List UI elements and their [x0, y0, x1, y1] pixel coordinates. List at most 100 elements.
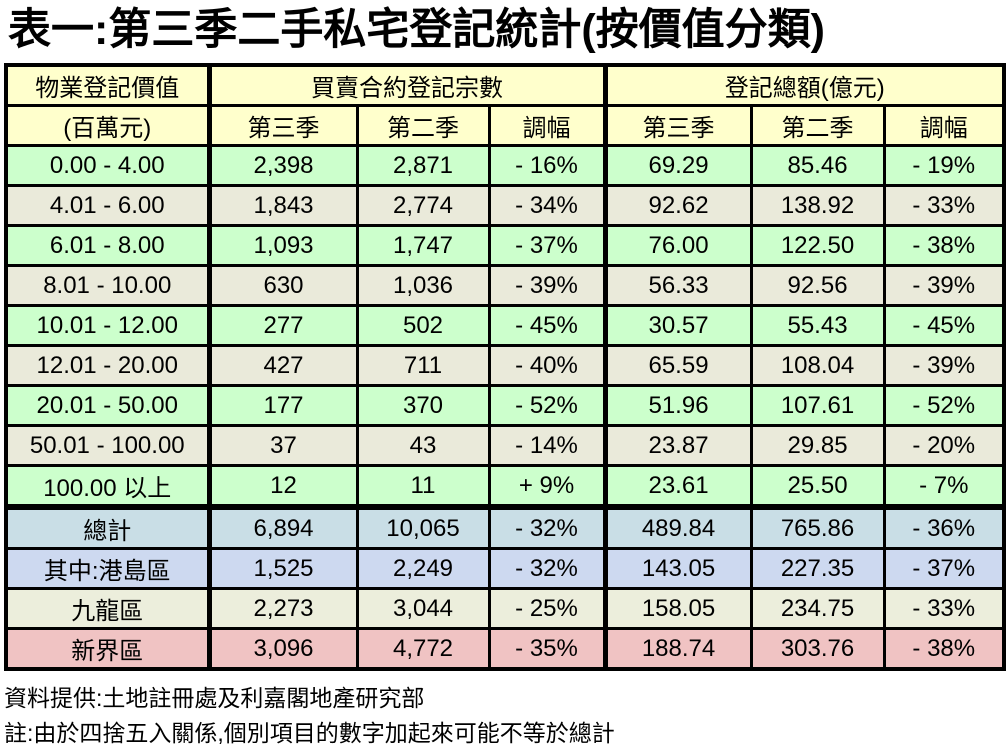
data-cell: 43 — [355, 424, 491, 468]
data-cell: 23.87 — [602, 424, 753, 468]
data-cell: 11 — [355, 464, 491, 509]
data-cell: - 40% — [487, 344, 607, 388]
row-label-cell: 新界區 — [4, 627, 211, 671]
table-row: 總計 6,894 10,065- 32% 489.84 765.86- 36% — [4, 504, 1006, 551]
data-cell: 1,747 — [355, 224, 491, 268]
data-cell: - 14% — [487, 424, 607, 468]
data-cell: 23.61 — [602, 464, 753, 509]
data-cell: 143.05 — [602, 547, 753, 591]
data-cell: 55.43 — [749, 304, 886, 348]
data-cell: 29.85 — [749, 424, 886, 468]
table-row: 20.01 - 50.00 177 370- 52% 51.96 107.61- 52% — [4, 384, 1006, 428]
data-cell: 1,843 — [206, 184, 359, 228]
table-row: 新界區 3,096 4,772- 35% 188.74 303.76- 38% — [4, 627, 1006, 671]
subheader-deals-q2: 第二季 — [355, 104, 491, 148]
registrations-table: 物業登記價值 買賣合約登記宗數 登記總額(億元) (百萬元) 第三季 第二季 調… — [4, 63, 1006, 672]
data-cell: 85.46 — [749, 144, 886, 188]
table-body: 0.00 - 4.00 2,398 2,871- 16% 69.29 85.46- 19… — [4, 144, 1006, 671]
data-cell: 1,093 — [206, 224, 359, 268]
data-cell: 92.56 — [749, 264, 886, 308]
data-cell: 1,036 — [355, 264, 491, 308]
data-cell: - 37% — [882, 547, 1006, 591]
data-cell: 76.00 — [602, 224, 753, 268]
data-cell: - 34% — [487, 184, 607, 228]
row-label-cell: 10.01 - 12.00 — [4, 304, 211, 348]
data-cell: - 39% — [882, 264, 1006, 308]
data-cell: - 45% — [487, 304, 607, 348]
data-cell: 227.35 — [749, 547, 886, 591]
page-title: 表一:第三季二手私宅登記統計(按價值分類) — [8, 6, 825, 54]
table-row: 九龍區 2,273 3,044- 25% 158.05 234.75- 33% — [4, 587, 1006, 631]
table-row: 0.00 - 4.00 2,398 2,871- 16% 69.29 85.46- 19… — [4, 144, 1006, 188]
data-cell: 188.74 — [602, 627, 753, 671]
data-cell: 234.75 — [749, 587, 886, 631]
data-cell: 765.86 — [749, 504, 886, 551]
data-cell: 12 — [206, 464, 359, 509]
data-cell: 122.50 — [749, 224, 886, 268]
col1-header-line1: 物業登記價值 — [4, 63, 211, 108]
subheader-deals-q3: 第三季 — [206, 104, 359, 148]
data-cell: 427 — [206, 344, 359, 388]
subheader-deals-change: 調幅 — [487, 104, 607, 148]
note-source: 資料提供:土地註冊處及利嘉閣地產研究部 — [4, 685, 425, 712]
data-cell: 3,096 — [206, 627, 359, 671]
data-cell: 158.05 — [602, 587, 753, 631]
data-cell: 107.61 — [749, 384, 886, 428]
row-label-cell: 6.01 - 8.00 — [4, 224, 211, 268]
note-rounding: 註:由於四捨五入關係,個別項目的數字加起來可能不等於總計 — [4, 719, 615, 746]
data-cell: 6,894 — [206, 504, 359, 551]
subheader-value-q3: 第三季 — [602, 104, 753, 148]
data-cell: - 32% — [487, 547, 607, 591]
header-row-subcolumns: (百萬元) 第三季 第二季 調幅 第三季 第二季 調幅 — [4, 104, 1006, 148]
row-label-cell: 總計 — [4, 504, 211, 551]
subheader-value-q2: 第二季 — [749, 104, 886, 148]
data-cell: 177 — [206, 384, 359, 428]
data-cell: 2,249 — [355, 547, 491, 591]
data-cell: - 52% — [487, 384, 607, 428]
row-label-cell: 100.00 以上 — [4, 464, 211, 509]
data-cell: - 19% — [882, 144, 1006, 188]
data-cell: - 20% — [882, 424, 1006, 468]
data-cell: - 38% — [882, 627, 1006, 671]
data-cell: 10,065 — [355, 504, 491, 551]
table-row: 100.00 以上 12 11 + 9% 23.61 25.50- 7% — [4, 464, 1006, 509]
data-cell: - 37% — [487, 224, 607, 268]
data-cell: + 9% — [487, 464, 607, 509]
data-cell: 277 — [206, 304, 359, 348]
table-row: 50.01 - 100.00 37 43- 14% 23.87 29.85- 20% — [4, 424, 1006, 468]
col1-header-line2: (百萬元) — [4, 104, 211, 148]
data-cell: - 39% — [882, 344, 1006, 388]
data-cell: 502 — [355, 304, 491, 348]
data-cell: 2,398 — [206, 144, 359, 188]
data-cell: 711 — [355, 344, 491, 388]
data-cell: 51.96 — [602, 384, 753, 428]
row-label-cell: 8.01 - 10.00 — [4, 264, 211, 308]
data-cell: 2,774 — [355, 184, 491, 228]
data-cell: - 25% — [487, 587, 607, 631]
data-cell: - 35% — [487, 627, 607, 671]
data-cell: 1,525 — [206, 547, 359, 591]
data-cell: - 45% — [882, 304, 1006, 348]
data-cell: 65.59 — [602, 344, 753, 388]
data-cell: 108.04 — [749, 344, 886, 388]
data-cell: 56.33 — [602, 264, 753, 308]
data-cell: - 33% — [882, 184, 1006, 228]
row-label-cell: 4.01 - 6.00 — [4, 184, 211, 228]
data-cell: - 39% — [487, 264, 607, 308]
table-row: 8.01 - 10.00 630 1,036- 39% 56.33 92.56- 39% — [4, 264, 1006, 308]
group-header-value: 登記總額(億元) — [602, 63, 1006, 108]
data-cell: 2,273 — [206, 587, 359, 631]
data-cell: - 32% — [487, 504, 607, 551]
table-row: 其中:港島區 1,525 2,249- 32% 143.05 227.35- 37% — [4, 547, 1006, 591]
data-cell: 370 — [355, 384, 491, 428]
data-cell: 37 — [206, 424, 359, 468]
table-row: 4.01 - 6.00 1,843 2,774- 34% 92.62 138.92- 3… — [4, 184, 1006, 228]
data-cell: 489.84 — [602, 504, 753, 551]
data-cell: - 38% — [882, 224, 1006, 268]
row-label-cell: 0.00 - 4.00 — [4, 144, 211, 188]
data-cell: 138.92 — [749, 184, 886, 228]
table-row: 12.01 - 20.00 427 711- 40% 65.59 108.04- 39% — [4, 344, 1006, 388]
row-label-cell: 九龍區 — [4, 587, 211, 631]
data-cell: 69.29 — [602, 144, 753, 188]
